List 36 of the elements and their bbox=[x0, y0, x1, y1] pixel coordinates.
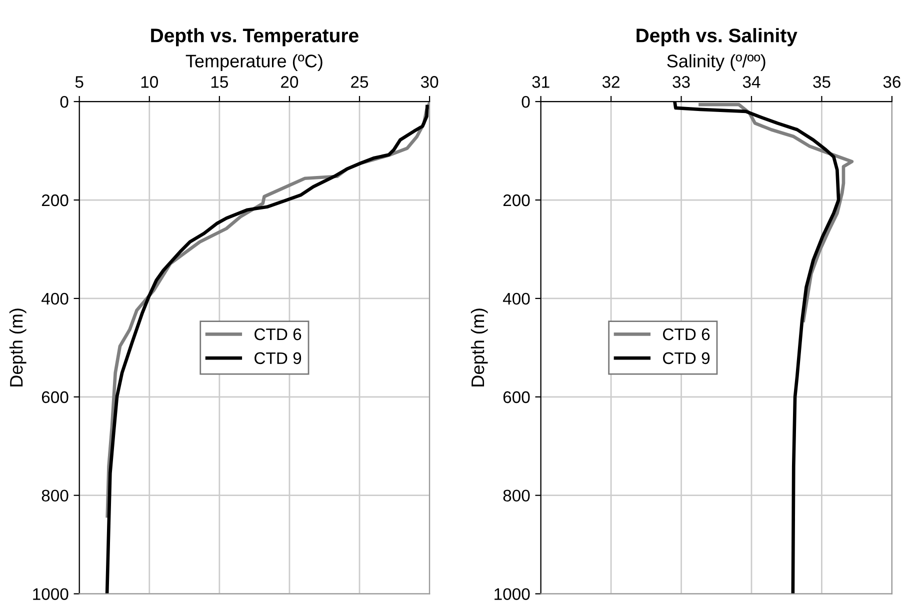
y-tick-label: 0 bbox=[522, 96, 530, 108]
x-tick-label: 35 bbox=[813, 76, 830, 88]
legend-label: CTD 9 bbox=[663, 352, 710, 364]
chart-title: Depth vs. Temperature bbox=[151, 28, 358, 46]
x-tick-label: 30 bbox=[420, 76, 438, 88]
y-tick-label: 400 bbox=[502, 292, 530, 305]
x-tick-label: 32 bbox=[602, 76, 620, 88]
x-tick-label: 5 bbox=[75, 76, 84, 88]
y-axis-title: Depth (m) bbox=[470, 308, 488, 386]
y-tick-label: 800 bbox=[42, 490, 68, 502]
x-tick-label: 33 bbox=[672, 76, 690, 88]
y-tick-label: 0 bbox=[60, 96, 68, 108]
y-axis-title: Depth (m) bbox=[9, 308, 26, 386]
x-axis-title: Temperature (ºC) bbox=[186, 54, 322, 72]
y-tick-label: 200 bbox=[503, 194, 530, 206]
x-tick-label: 20 bbox=[281, 76, 298, 88]
x-tick-label: 34 bbox=[742, 76, 760, 88]
legend-label: CTD 9 bbox=[254, 352, 302, 364]
x-tick-label: 15 bbox=[211, 76, 228, 88]
x-tick-label: 10 bbox=[141, 76, 158, 88]
y-tick-label: 400 bbox=[42, 292, 68, 305]
x-tick-label: 25 bbox=[351, 76, 368, 88]
chart-title: Depth vs. Salinity bbox=[636, 28, 798, 46]
y-tick-label: 1000 bbox=[494, 588, 530, 600]
y-tick-label: 1000 bbox=[33, 588, 68, 600]
line-series bbox=[698, 102, 854, 322]
legend-label: CTD 6 bbox=[254, 328, 302, 340]
y-tick-label: 200 bbox=[42, 194, 68, 206]
x-tick-label: 31 bbox=[532, 76, 550, 88]
legend-label: CTD 6 bbox=[663, 328, 710, 340]
x-axis-title: Salinity (º/ºº) bbox=[667, 54, 766, 72]
line-series bbox=[105, 104, 429, 594]
x-tick-label: 36 bbox=[883, 76, 900, 88]
y-tick-label: 600 bbox=[42, 391, 68, 404]
y-tick-label: 800 bbox=[503, 490, 530, 502]
y-tick-label: 600 bbox=[503, 391, 530, 404]
